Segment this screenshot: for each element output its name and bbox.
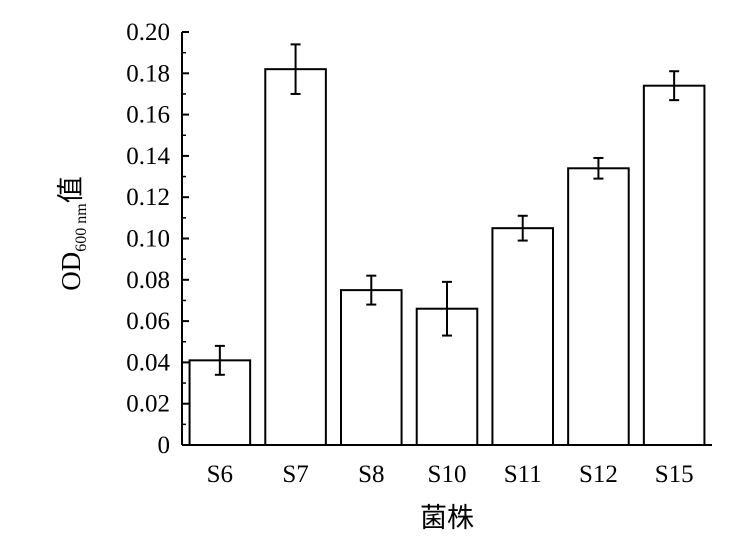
- x-tick-label: S10: [428, 461, 467, 488]
- bar: [340, 289, 403, 446]
- x-tick-label: S7: [282, 461, 308, 488]
- bar: [642, 84, 706, 446]
- y-tick-label: 0.10: [126, 226, 170, 253]
- y-ticks: 0 0.02 0.04 0.06 0.08 0.10 0.12 0.14 0.16 0.18 0.2…: [126, 19, 189, 459]
- y-tick-label: 0.06: [126, 308, 170, 335]
- x-axis-title: 菌株: [420, 503, 474, 533]
- y-axis-title: OD600 nm值: [56, 176, 90, 290]
- y-tick-label: 0.02: [126, 391, 170, 418]
- x-tick-label: S6: [207, 461, 233, 488]
- y-tick-label: 0.18: [126, 60, 170, 87]
- y-axis-title-suffix: 值: [56, 176, 86, 203]
- y-tick-label: 0.12: [126, 184, 170, 211]
- bar: [567, 167, 630, 446]
- bar: [264, 68, 327, 446]
- bars: [188, 43, 706, 446]
- bar: [491, 227, 554, 446]
- y-tick-label: 0.14: [126, 143, 170, 170]
- y-axis-title-main: OD: [56, 252, 86, 291]
- y-tick-label: 0.20: [126, 19, 170, 46]
- y-tick-label: 0.16: [126, 102, 170, 129]
- y-axis-title-subscript: 600 nm: [73, 203, 90, 252]
- x-tick-labels: S6 S7 S8 S10 S11 S12 S15: [207, 461, 694, 488]
- y-tick-label: 0.08: [126, 267, 170, 294]
- x-tick-label: S11: [504, 461, 542, 488]
- y-tick-label: 0: [158, 432, 171, 459]
- x-tick-label: S12: [579, 461, 618, 488]
- y-tick-label: 0.04: [126, 349, 170, 376]
- x-tick-label: S8: [358, 461, 384, 488]
- x-tick-label: S15: [655, 461, 694, 488]
